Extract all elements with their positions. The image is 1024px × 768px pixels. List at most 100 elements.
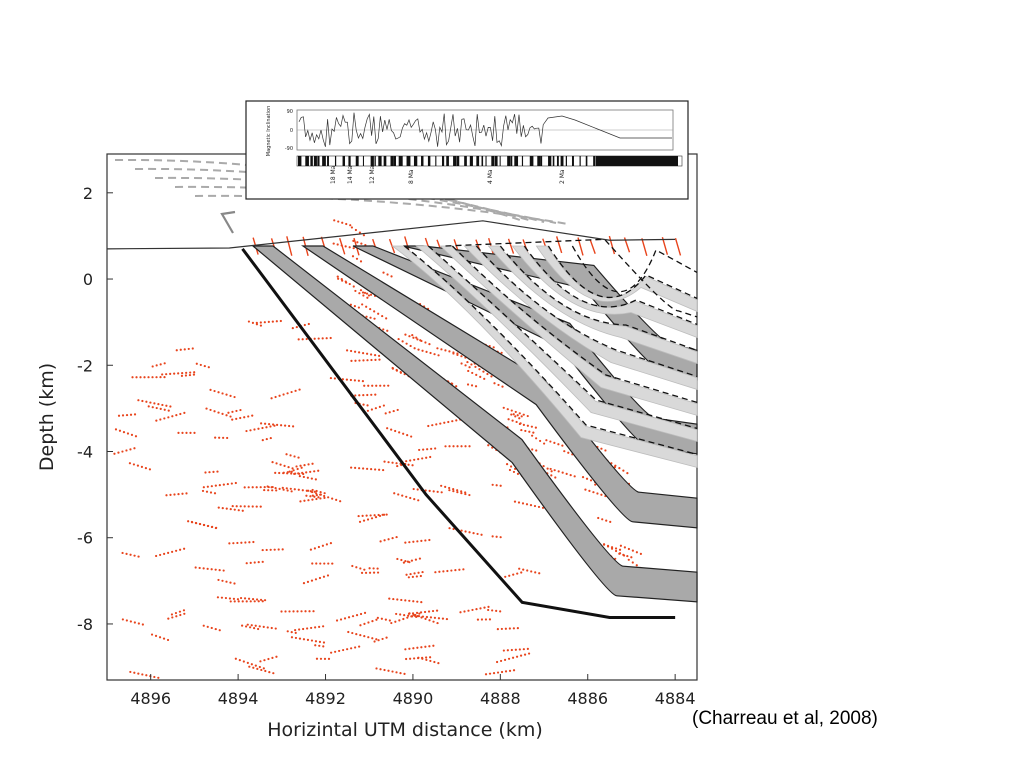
data-point	[444, 485, 447, 489]
data-point	[121, 551, 124, 555]
data-point	[415, 615, 418, 619]
data-point	[450, 569, 453, 572]
data-point	[399, 371, 403, 374]
data-point	[198, 566, 201, 570]
data-point	[515, 420, 518, 424]
data-point	[510, 648, 513, 652]
data-point	[285, 453, 288, 456]
data-point	[246, 661, 249, 664]
data-point	[275, 423, 279, 426]
data-point	[410, 435, 413, 438]
data-point	[236, 541, 239, 545]
data-point	[141, 399, 144, 403]
data-point	[360, 571, 364, 575]
data-point	[517, 501, 521, 504]
data-point	[294, 472, 297, 475]
data-point	[259, 505, 262, 508]
data-point	[438, 570, 441, 573]
data-point	[310, 477, 313, 480]
data-point	[422, 448, 425, 451]
data-point	[592, 491, 595, 494]
data-point	[398, 619, 401, 622]
data-point	[298, 472, 301, 475]
data-point	[460, 490, 463, 493]
data-point	[522, 413, 525, 416]
data-point	[113, 452, 116, 455]
light-stratum	[511, 245, 698, 338]
data-point	[153, 675, 156, 679]
data-point	[373, 354, 377, 357]
data-point	[554, 476, 557, 479]
data-point	[269, 548, 272, 551]
data-point	[311, 562, 314, 565]
data-point	[325, 543, 329, 546]
data-point	[159, 418, 162, 421]
data-point	[391, 537, 394, 540]
data-point	[354, 228, 358, 232]
data-point	[387, 384, 390, 387]
data-point	[235, 505, 238, 508]
polarity-bar	[585, 156, 588, 166]
data-point	[187, 347, 190, 351]
data-point	[460, 362, 463, 365]
polarity-bar	[507, 156, 511, 166]
data-point	[228, 542, 231, 545]
data-point	[253, 561, 256, 564]
polarity-bar	[313, 156, 317, 166]
data-point	[262, 625, 265, 628]
data-point	[391, 670, 394, 673]
data-point	[512, 669, 516, 672]
polarity-bar	[481, 156, 484, 166]
data-point	[442, 570, 445, 573]
data-point	[606, 544, 610, 547]
data-point	[229, 415, 232, 418]
data-point	[286, 472, 289, 475]
data-point	[526, 414, 529, 418]
data-point	[191, 521, 194, 524]
data-point	[392, 597, 395, 601]
data-point	[261, 560, 264, 563]
data-point	[249, 600, 252, 603]
data-point	[286, 630, 289, 633]
data-point	[437, 354, 440, 357]
data-point	[169, 493, 172, 496]
data-point	[635, 564, 638, 567]
data-point	[388, 619, 391, 622]
data-point	[459, 611, 462, 614]
data-point	[437, 617, 441, 620]
data-point	[247, 597, 251, 600]
data-point	[427, 424, 430, 428]
data-point	[121, 450, 124, 453]
inset-ytick: 90	[287, 109, 293, 115]
data-point	[416, 540, 419, 543]
data-point	[371, 384, 374, 387]
data-point	[408, 541, 411, 544]
data-point	[349, 303, 352, 306]
data-point	[474, 365, 477, 368]
data-point	[499, 484, 502, 487]
data-point	[602, 543, 606, 546]
data-point	[455, 385, 458, 388]
data-point	[225, 580, 228, 583]
data-point	[266, 485, 269, 488]
data-point	[399, 672, 402, 675]
age-label: 4 Ma	[487, 169, 494, 184]
data-point	[150, 633, 154, 636]
data-point	[265, 437, 268, 441]
data-point	[214, 436, 217, 439]
data-point	[425, 456, 428, 459]
data-point	[492, 672, 496, 675]
data-point	[349, 378, 352, 382]
data-point	[526, 647, 529, 650]
data-point	[154, 634, 158, 638]
data-point	[456, 445, 459, 448]
data-point	[573, 475, 576, 478]
data-point	[270, 397, 273, 400]
x-tick-label: 4890	[393, 689, 434, 708]
data-point	[139, 376, 142, 379]
data-point	[323, 562, 326, 565]
data-point	[372, 571, 376, 574]
data-point	[467, 369, 470, 373]
data-point	[408, 647, 411, 650]
data-point	[278, 394, 281, 397]
